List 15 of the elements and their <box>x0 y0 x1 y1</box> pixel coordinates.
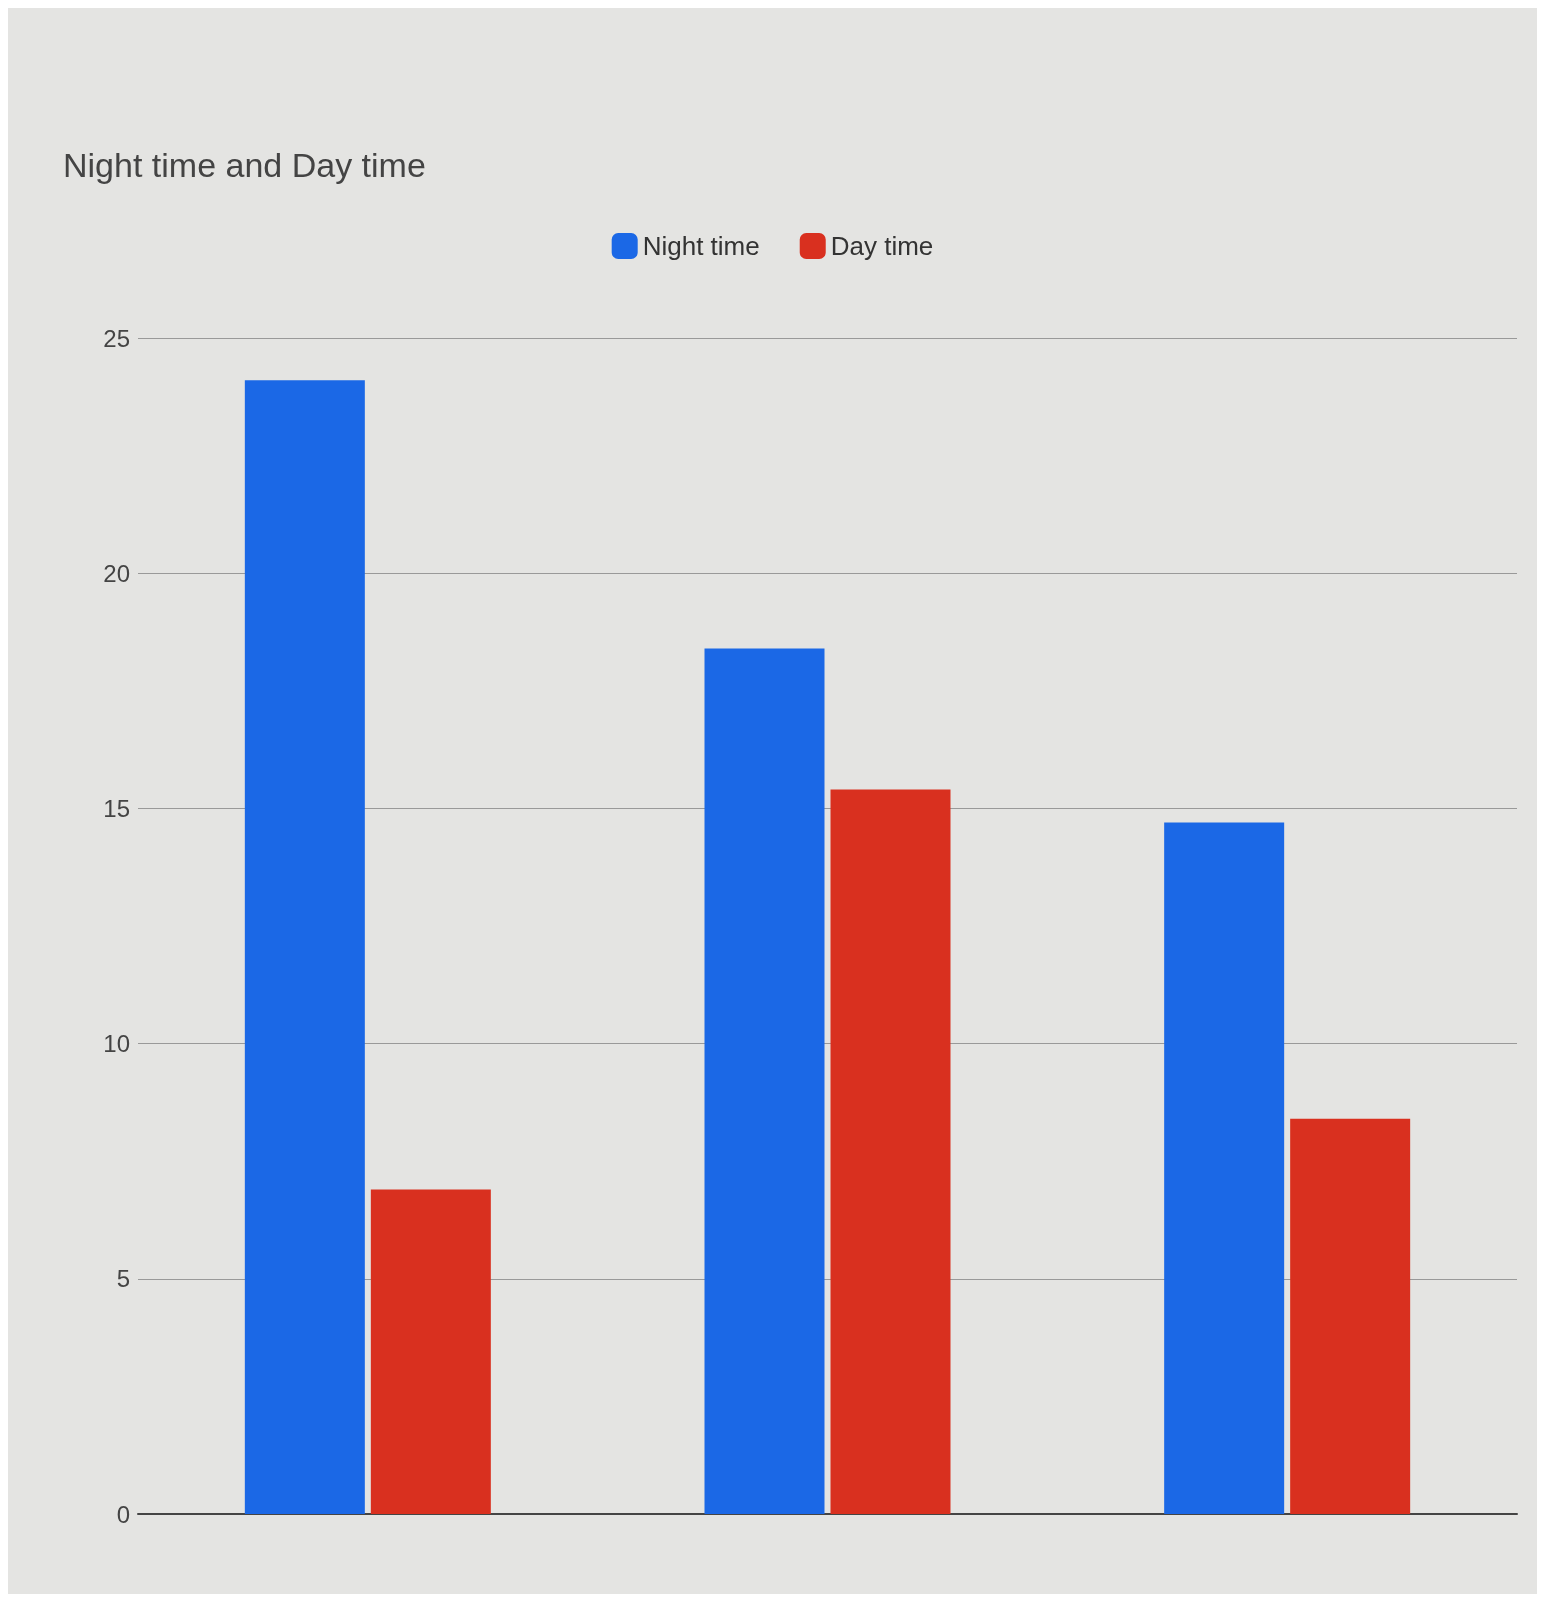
bar <box>1164 822 1285 1514</box>
y-tick-label: 15 <box>103 794 130 822</box>
legend-label: Night time <box>642 231 760 261</box>
y-tick-label: 5 <box>116 1265 130 1293</box>
bar <box>244 380 365 1514</box>
bar <box>1290 1118 1411 1514</box>
y-tick-label: 20 <box>103 559 130 587</box>
y-tick-label: 0 <box>116 1500 130 1528</box>
bar <box>370 1189 491 1514</box>
y-tick-label: 25 <box>103 324 130 352</box>
y-tick-label: 10 <box>103 1030 130 1058</box>
chart-title: Night time and Day time <box>63 146 426 184</box>
bar <box>704 648 825 1514</box>
bar <box>830 789 951 1514</box>
legend-label: Day time <box>830 231 934 261</box>
